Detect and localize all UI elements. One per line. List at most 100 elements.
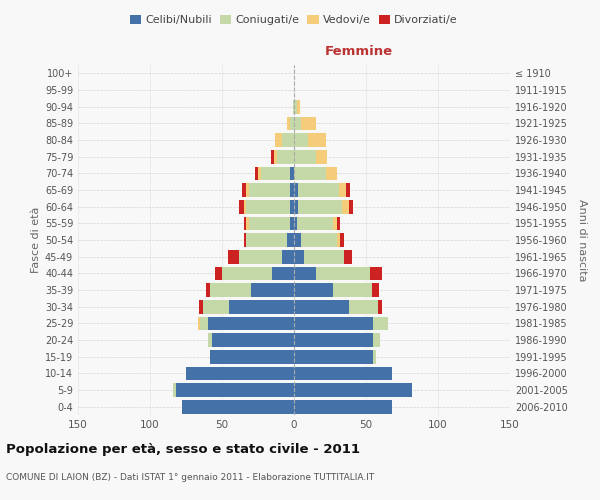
Bar	[239, 200, 244, 213]
Bar	[337, 216, 340, 230]
Text: Popolazione per età, sesso e stato civile - 2011: Popolazione per età, sesso e stato civil…	[6, 442, 360, 456]
Bar	[208, 333, 212, 347]
Bar	[290, 166, 294, 180]
Bar	[215, 266, 222, 280]
Bar	[199, 300, 203, 314]
Bar	[250, 216, 290, 230]
Bar	[244, 200, 247, 213]
Bar	[294, 133, 308, 147]
Bar	[340, 233, 344, 247]
Bar	[247, 233, 287, 247]
Bar	[247, 183, 250, 197]
Bar	[373, 333, 380, 347]
Bar	[316, 150, 327, 164]
Y-axis label: Fasce di età: Fasce di età	[31, 207, 41, 273]
Bar	[294, 350, 373, 364]
Bar	[304, 250, 344, 264]
Bar	[255, 166, 258, 180]
Bar	[275, 133, 283, 147]
Bar	[297, 100, 300, 114]
Bar	[294, 166, 326, 180]
Bar	[326, 166, 337, 180]
Bar	[294, 116, 301, 130]
Bar	[298, 183, 338, 197]
Bar	[293, 100, 294, 114]
Bar	[200, 316, 208, 330]
Bar	[242, 183, 247, 197]
Bar	[290, 216, 294, 230]
Bar	[277, 150, 294, 164]
Bar	[346, 183, 350, 197]
Bar	[294, 250, 304, 264]
Bar	[294, 100, 297, 114]
Bar	[206, 283, 211, 297]
Bar	[341, 200, 349, 213]
Bar	[308, 133, 326, 147]
Bar	[211, 350, 294, 364]
Bar	[373, 316, 388, 330]
Legend: Celibi/Nubili, Coniugati/e, Vedovi/e, Divorziati/e: Celibi/Nubili, Coniugati/e, Vedovi/e, Di…	[126, 10, 462, 30]
Bar	[222, 266, 272, 280]
Bar	[247, 216, 250, 230]
Bar	[294, 283, 333, 297]
Bar	[261, 166, 290, 180]
Bar	[294, 383, 412, 397]
Bar	[274, 150, 277, 164]
Bar	[344, 250, 352, 264]
Bar	[373, 350, 376, 364]
Bar	[250, 183, 290, 197]
Bar	[294, 333, 373, 347]
Bar	[338, 183, 346, 197]
Bar	[287, 233, 294, 247]
Bar	[176, 383, 294, 397]
Bar	[316, 266, 370, 280]
Bar	[294, 266, 316, 280]
Bar	[370, 266, 382, 280]
Bar	[294, 400, 392, 413]
Bar	[272, 266, 294, 280]
Bar	[294, 216, 297, 230]
Bar	[337, 233, 340, 247]
Bar	[186, 366, 294, 380]
Bar	[294, 183, 298, 197]
Bar	[301, 116, 316, 130]
Text: COMUNE DI LAION (BZ) - Dati ISTAT 1° gennaio 2011 - Elaborazione TUTTITALIA.IT: COMUNE DI LAION (BZ) - Dati ISTAT 1° gen…	[6, 472, 374, 482]
Bar	[294, 316, 373, 330]
Bar	[290, 116, 294, 130]
Bar	[271, 150, 274, 164]
Bar	[333, 216, 337, 230]
Bar	[251, 283, 294, 297]
Bar	[294, 366, 392, 380]
Bar	[208, 316, 294, 330]
Bar	[203, 300, 229, 314]
Bar	[197, 316, 200, 330]
Bar	[239, 250, 283, 264]
Bar	[294, 233, 301, 247]
Bar	[173, 383, 176, 397]
Bar	[294, 300, 349, 314]
Y-axis label: Anni di nascita: Anni di nascita	[577, 198, 587, 281]
Bar	[182, 400, 294, 413]
Bar	[333, 283, 372, 297]
Bar	[244, 216, 247, 230]
Bar	[283, 133, 294, 147]
Bar	[301, 233, 337, 247]
Text: Femmine: Femmine	[325, 45, 393, 58]
Bar	[294, 200, 298, 213]
Bar	[228, 250, 239, 264]
Bar	[229, 300, 294, 314]
Bar	[294, 150, 316, 164]
Bar	[212, 333, 294, 347]
Bar	[372, 283, 379, 297]
Bar	[349, 200, 353, 213]
Bar	[258, 166, 261, 180]
Bar	[211, 283, 251, 297]
Bar	[247, 200, 290, 213]
Bar	[244, 233, 247, 247]
Bar	[287, 116, 290, 130]
Bar	[283, 250, 294, 264]
Bar	[297, 216, 333, 230]
Bar	[290, 200, 294, 213]
Bar	[349, 300, 377, 314]
Bar	[290, 183, 294, 197]
